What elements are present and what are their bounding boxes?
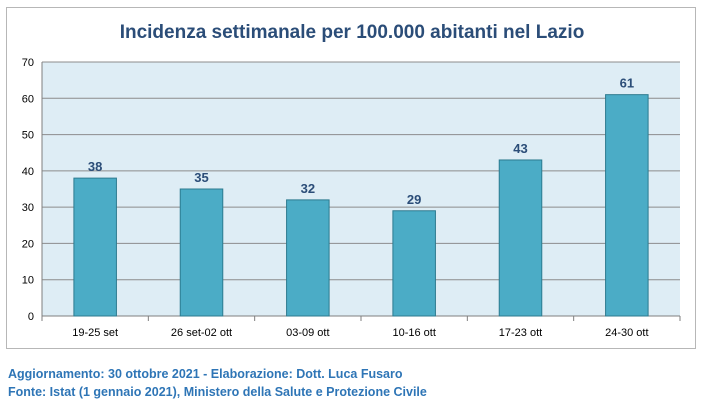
chart-frame: Incidenza settimanale per 100.000 abitan…: [6, 7, 696, 349]
data-label: 38: [88, 159, 102, 174]
x-tick-label: 10-16 ott: [392, 327, 435, 339]
x-tick-label: 19-25 set: [72, 327, 118, 339]
x-tick-label: 17-23 ott: [499, 327, 542, 339]
footer-source-note: Fonte: Istat (1 gennaio 2021), Ministero…: [8, 385, 427, 399]
data-label: 61: [620, 76, 634, 91]
bar: [498, 159, 543, 317]
data-label: 29: [407, 192, 421, 207]
data-label: 35: [194, 170, 208, 185]
y-tick-label: 70: [22, 57, 34, 69]
y-tick-label: 50: [22, 130, 34, 142]
bar: [286, 199, 330, 317]
y-tick-label: 40: [22, 166, 34, 178]
data-label: 43: [513, 141, 527, 156]
plot-area: [42, 62, 680, 316]
bar: [73, 177, 117, 317]
y-tick-label: 60: [22, 93, 34, 105]
data-label: 32: [301, 181, 315, 196]
bar-chart: 0 10 20 30 40 50 60 70 38 19-25 set 35 26 set-02 ot…: [22, 57, 681, 339]
x-tick-label: 24-30 ott: [605, 327, 648, 339]
footer-update-note: Aggiornamento: 30 ottobre 2021 - Elabora…: [8, 367, 403, 381]
y-tick-label: 0: [28, 311, 34, 323]
x-tick-label: 03-09 ott: [286, 327, 329, 339]
y-tick-label: 30: [22, 202, 34, 214]
bar: [392, 210, 436, 317]
chart-title: Incidenza settimanale per 100.000 abitan…: [119, 22, 585, 43]
bar: [605, 94, 649, 317]
bar: [179, 188, 224, 317]
x-tick-label: 26 set-02 ott: [171, 327, 232, 339]
y-tick-label: 10: [22, 275, 34, 287]
y-tick-label: 20: [22, 238, 34, 250]
